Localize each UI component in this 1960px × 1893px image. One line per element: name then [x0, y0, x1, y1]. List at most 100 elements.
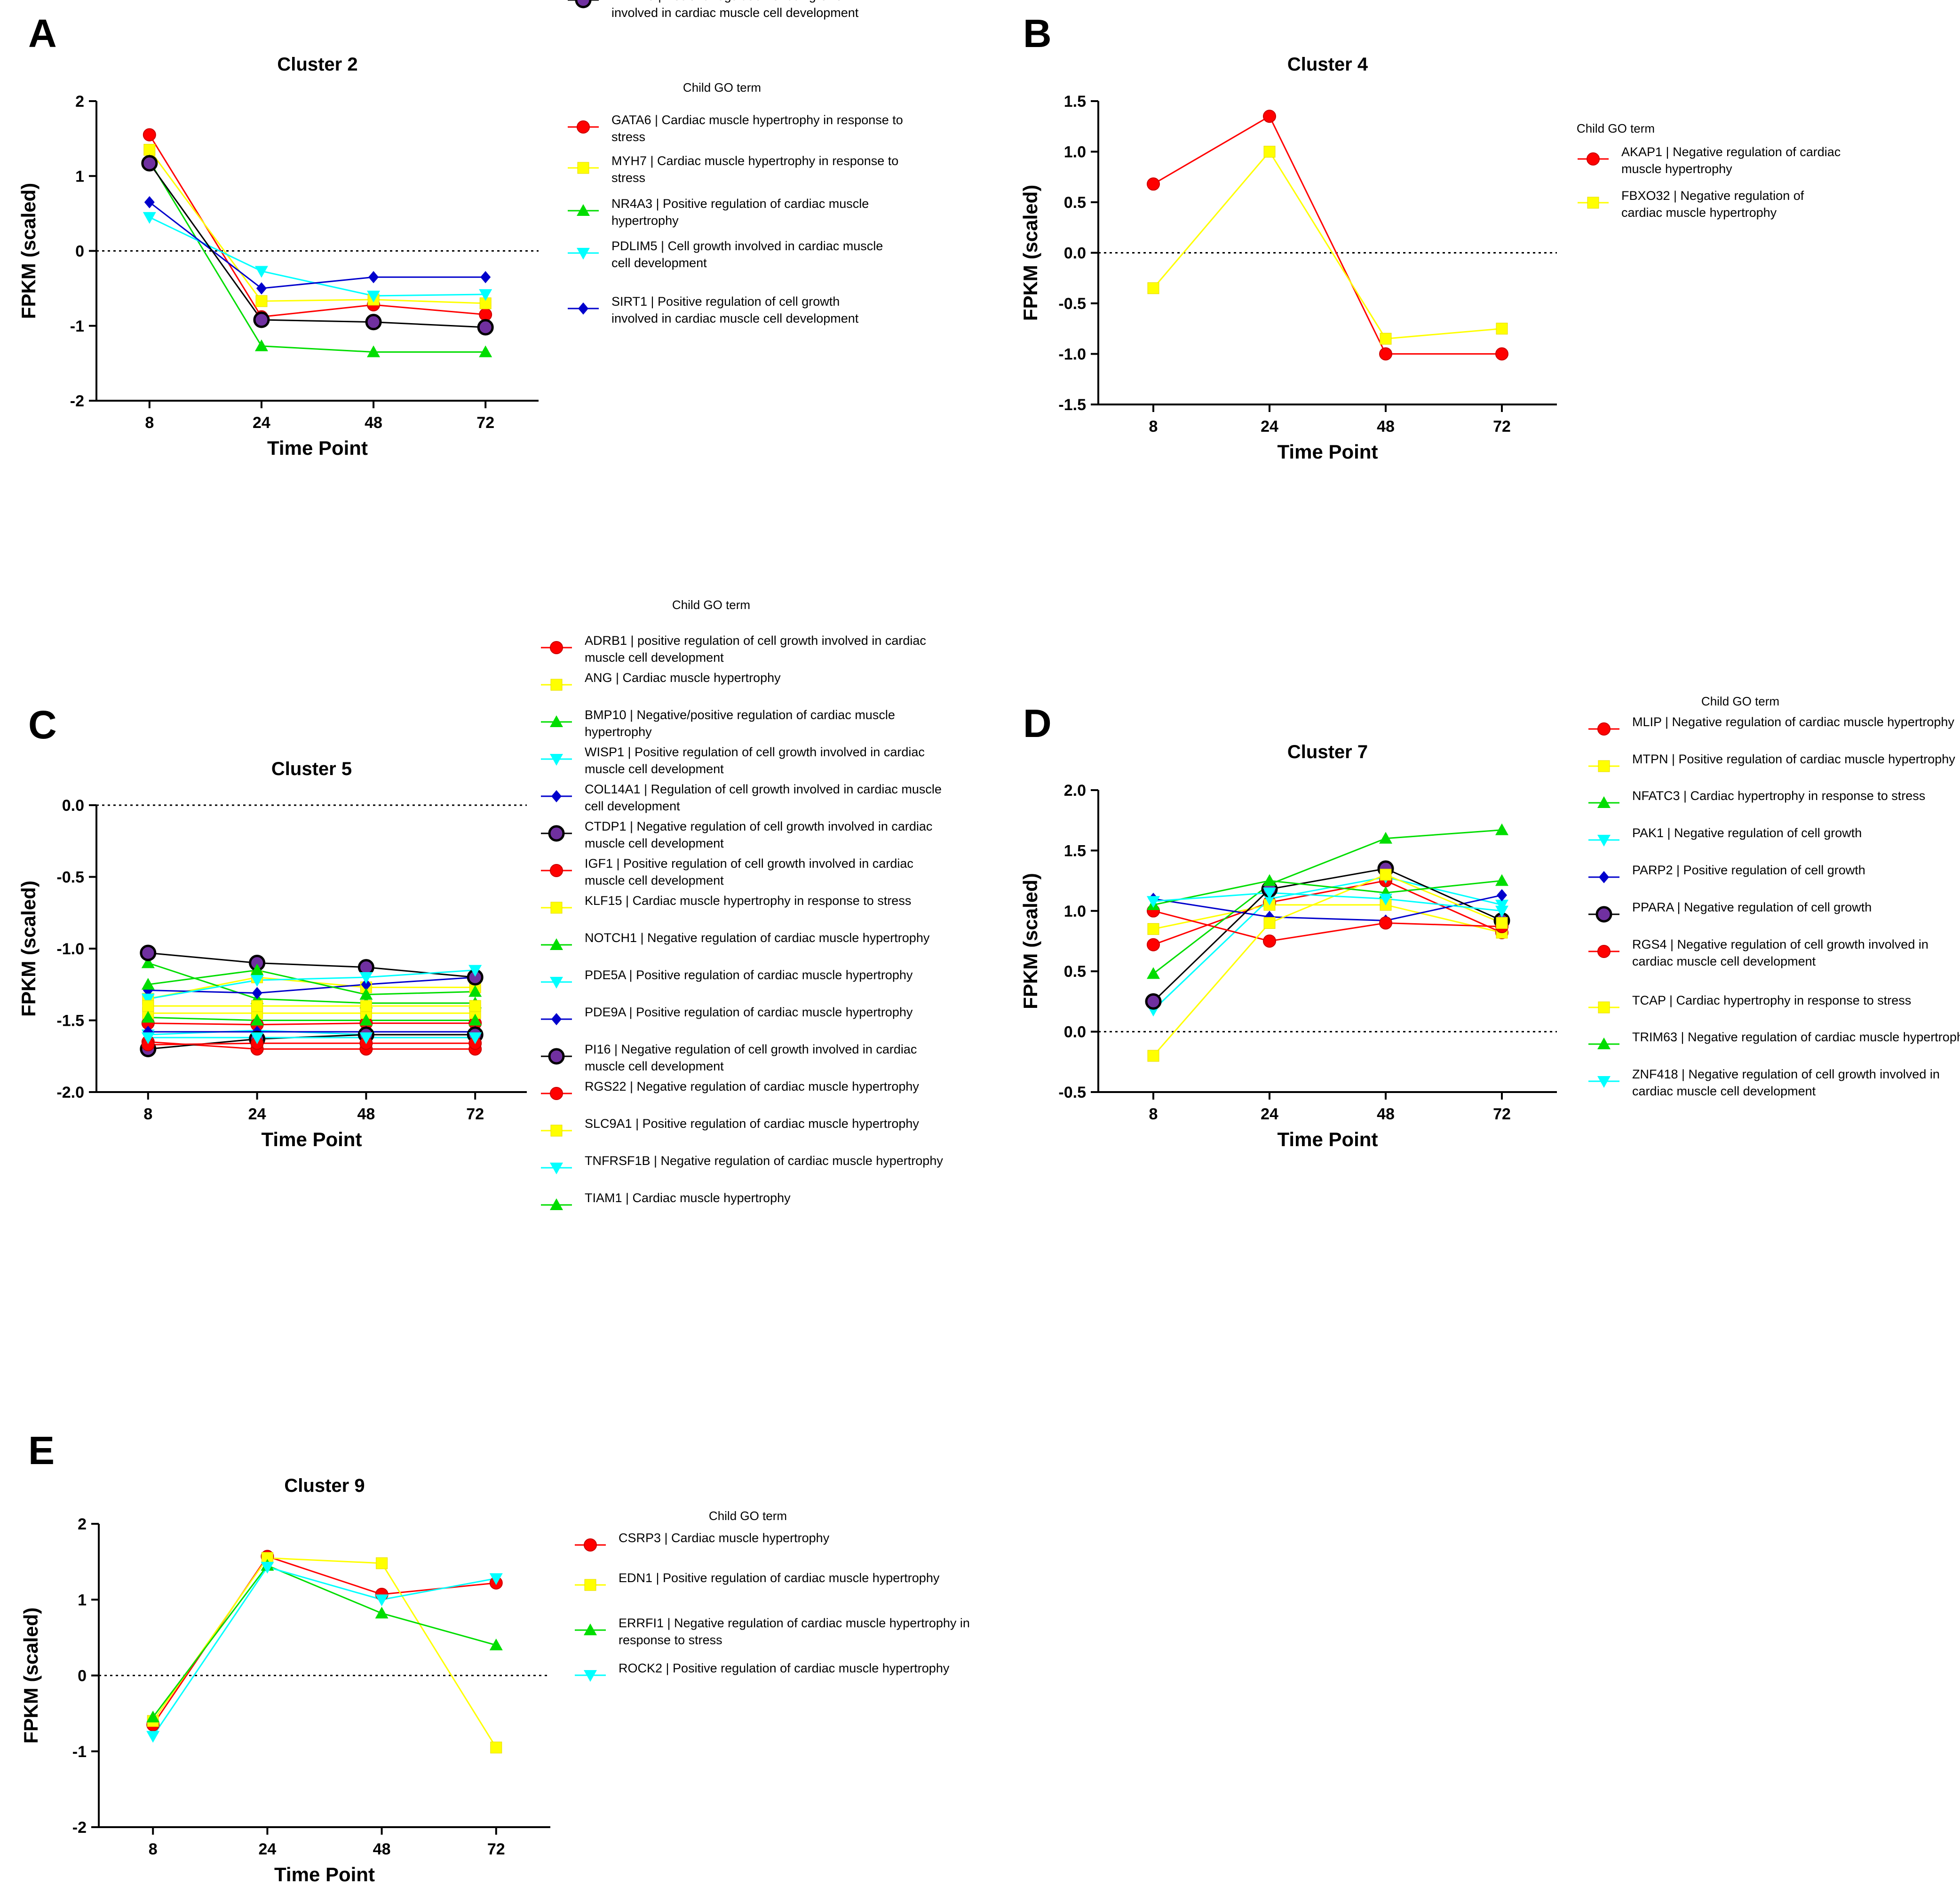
data-point-myh7 [143, 144, 156, 156]
data-point-nr4a3 [479, 345, 492, 357]
series-group [1145, 823, 1510, 1062]
legend-marker-mtpn [1598, 760, 1610, 772]
legend-label: CSRP3 | Cardiac muscle hypertrophy [619, 1531, 830, 1545]
legend-label: SIRT1 | Positive regulation of cell grow… [611, 294, 859, 325]
legend-entry: ERRFI1 | Negative regulation of cardiac … [575, 1616, 970, 1647]
data-point-nfatc3 [1379, 832, 1392, 844]
chart-title: Cluster 9 [284, 1475, 365, 1496]
legend-marker-fbxo32 [1587, 197, 1599, 209]
data-point-tiam1 [359, 1014, 373, 1026]
data-point-rock2 [375, 1594, 389, 1607]
chart-title: Cluster 2 [277, 54, 357, 75]
series-line-edn1 [152, 1557, 497, 1748]
data-point-akap1 [1263, 110, 1276, 123]
data-point-gata6 [143, 128, 156, 142]
legend-marker-klf15 [550, 902, 563, 914]
data-point-slc9a1 [360, 1000, 372, 1012]
legend-marker-wisp1 [550, 754, 563, 766]
legend-marker-rgs4 [1597, 945, 1611, 958]
y-tick-label: -2 [72, 1819, 87, 1837]
data-point-nr4a3 [254, 339, 268, 351]
legend-marker-parp2 [1599, 871, 1609, 883]
legend-entry: CTDP1 | Negative regulation of cell grow… [541, 819, 932, 850]
y-tick-label: 0.0 [1064, 1023, 1086, 1041]
data-point-edn1 [490, 1742, 502, 1754]
legend-entry: PDLIM5 | Cell growth involved in cardiac… [568, 239, 883, 270]
legend-entry: FBXO32 | Negative regulation of cardiac m… [1578, 189, 1804, 220]
data-point-ppara [1145, 993, 1162, 1010]
y-tick-label: -2 [70, 392, 84, 410]
x-tick-label: 24 [1261, 418, 1278, 436]
legend-entry: WISP1 | Positive regulation of cell grow… [541, 745, 925, 776]
series-line-rock2 [152, 1566, 497, 1737]
chart-title: Cluster 5 [271, 759, 352, 779]
panel-label: C [28, 703, 57, 747]
legend-label: EDN1 | Positive regulation of cardiac mu… [619, 1571, 940, 1585]
y-tick-label: -0.5 [1058, 295, 1086, 313]
data-point-tnfrsf1b [141, 1032, 155, 1045]
series-line-errfi1 [152, 1564, 497, 1718]
y-tick-label: -1.5 [1058, 396, 1086, 414]
legend: Child GO term MLIP | Negative regulation … [1588, 694, 1960, 1098]
data-point-sirt1 [480, 271, 491, 284]
legend: Child GO term AKAP1 | Negative regulation… [1577, 121, 1841, 220]
legend-marker-pdlim5 [577, 248, 590, 260]
x-tick-label: 8 [1149, 1105, 1158, 1123]
panel-d: D Cluster 7 2.0 1.5 1.0 0.5 0.0 -0.5 8 24 48 72 Time… [1019, 694, 1960, 1150]
data-point-notch1 [468, 985, 482, 997]
y-tick-label: -1.0 [56, 940, 84, 958]
series-line-trim63 [1153, 880, 1502, 906]
data-point-akap1 [1379, 347, 1392, 361]
legend-entry: ROCK2 | Positive regulation of cardiac m… [575, 1661, 950, 1682]
legend-entry: NR4A3 | Positive regulation of cardiac m… [568, 197, 869, 228]
series-line-myh7 [149, 149, 486, 304]
data-point-pdlim5 [479, 289, 492, 301]
legend-entry: NOTCH1 | Negative regulation of cardiac … [541, 931, 930, 950]
x-tick-label: 24 [253, 414, 270, 432]
x-tick-label: 24 [258, 1840, 276, 1858]
legend-label: MLIP | Negative regulation of cardiac mu… [1632, 715, 1954, 729]
legend-entry: NFATC3 | Cardiac hypertrophy in response… [1588, 789, 1925, 808]
x-axis-label: Time Point [274, 1863, 375, 1885]
legend-marker-akap1 [1587, 152, 1600, 166]
series-line-pdlim5 [149, 216, 486, 297]
data-point-pde5a [141, 993, 155, 1006]
legend-entry: PDE9A | Positive regulation of cardiac m… [541, 1005, 913, 1025]
legend: Child GO term ADRB1 | positive regulation… [541, 598, 943, 1210]
x-axis-label: Time Point [1278, 1128, 1378, 1150]
chart-title: Cluster 7 [1287, 742, 1368, 762]
x-axis-label: Time Point [267, 437, 368, 459]
legend-label: WISP1 | Positive regulation of cell grow… [585, 745, 925, 776]
legend-label: ADRB1 | positive regulation of cell grow… [585, 634, 926, 665]
legend-label: NR4A3 | Positive regulation of cardiac m… [611, 197, 869, 228]
data-point-sirt1 [368, 271, 379, 284]
legend-marker-pi16 [548, 1048, 565, 1065]
data-point-akap1 [1147, 177, 1160, 191]
legend-marker-tiam1 [550, 1198, 563, 1210]
series-line-trip10 [149, 163, 486, 328]
legend-label: PAK1 | Negative regulation of cell growt… [1632, 826, 1862, 840]
panel-label: D [1023, 701, 1052, 745]
panel-c: C Cluster 5 0.0 -0.5 -1.0 -1.5 -2.0 8 24 48 72 Time… [17, 598, 943, 1210]
data-point-pde5a [250, 975, 264, 987]
legend-marker-trim63 [1597, 1038, 1611, 1049]
data-point-slc9a1 [142, 1000, 154, 1012]
legend-label: SLC9A1 | Positive regulation of cardiac … [585, 1117, 919, 1131]
legend-marker-rgs22 [550, 1087, 563, 1100]
series-line-akap1 [1153, 115, 1502, 355]
y-tick-label: -0.5 [1058, 1084, 1086, 1101]
y-tick-label: 1.5 [1064, 842, 1086, 860]
data-point-mlip [1147, 938, 1160, 951]
legend-marker-errfi1 [584, 1624, 597, 1635]
series-line-rgs22 [148, 1042, 476, 1046]
data-point-fbxo32 [1380, 333, 1392, 345]
data-point-akap1 [1495, 347, 1508, 361]
legend-marker-csrp3 [584, 1538, 597, 1552]
data-point-tnfrsf1b [468, 1032, 482, 1045]
legend-marker-myh7 [577, 162, 589, 174]
data-point-myh7 [255, 295, 268, 307]
data-point-rock2 [146, 1731, 160, 1743]
y-tick-label: 0.5 [1064, 194, 1086, 212]
data-point-tiam1 [468, 1014, 482, 1026]
